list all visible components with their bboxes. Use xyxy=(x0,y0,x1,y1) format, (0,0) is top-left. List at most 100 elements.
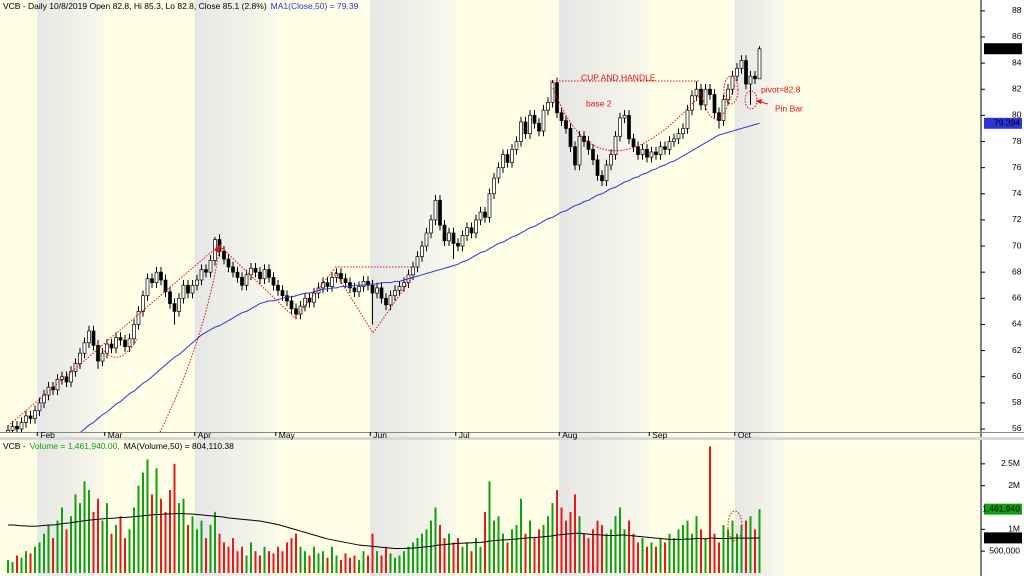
volume-bar xyxy=(47,524,50,573)
candle-body xyxy=(393,290,397,297)
candle-body xyxy=(708,88,712,95)
trend-line xyxy=(7,247,217,427)
volume-bar xyxy=(223,542,225,573)
triangle xyxy=(334,271,414,334)
x-tick-label: Oct xyxy=(738,430,752,440)
volume-bar xyxy=(668,533,671,573)
volume-bar xyxy=(677,529,680,573)
candle-body xyxy=(663,146,667,150)
highlight xyxy=(723,75,739,105)
candle-body xyxy=(222,250,226,260)
volume-bar xyxy=(295,533,297,573)
volume-bar xyxy=(205,538,207,573)
volume-bar xyxy=(511,529,513,573)
candle-body xyxy=(64,376,69,383)
ma-label: MA1(Close,50) = 79.39 xyxy=(271,1,359,11)
volume-bar xyxy=(65,529,68,573)
candle-body xyxy=(276,284,280,291)
volume-bar xyxy=(115,524,117,573)
volume-bar xyxy=(556,490,558,573)
candle-body xyxy=(505,154,510,163)
candle-body xyxy=(658,146,663,155)
candle-body xyxy=(595,159,600,176)
x-tick-label: Jul xyxy=(459,430,470,440)
y-tick-label: 86 xyxy=(1012,31,1022,41)
candle-body xyxy=(379,287,384,299)
candle-body xyxy=(289,300,294,310)
volume-bar xyxy=(470,551,473,573)
volume-bar xyxy=(547,516,549,573)
volume-bar xyxy=(686,520,689,573)
candle-body xyxy=(420,245,424,257)
candle-body xyxy=(645,149,649,158)
volume-bar xyxy=(29,553,32,573)
y-tick-label: 82 xyxy=(1012,83,1022,93)
candle-body xyxy=(271,277,276,286)
candle-body xyxy=(258,271,262,280)
volume-bar xyxy=(385,546,387,573)
candle-body xyxy=(676,133,681,140)
volume-bar xyxy=(466,542,468,573)
volume-bar xyxy=(151,494,153,573)
volume-bar xyxy=(515,524,518,573)
value-box xyxy=(984,117,1022,129)
volume-bar xyxy=(173,463,176,573)
highlight xyxy=(727,510,743,542)
volume-bar xyxy=(137,485,140,573)
volume-bar xyxy=(362,551,365,573)
volume-bar xyxy=(443,538,446,573)
volume-bar xyxy=(632,533,635,573)
candle-body xyxy=(532,115,537,124)
candle-body xyxy=(424,232,429,247)
candle-body xyxy=(654,151,658,155)
y-tick-label: 2M xyxy=(1008,480,1020,490)
value-box xyxy=(984,503,1022,515)
volume-bar xyxy=(389,553,392,573)
volume-bar xyxy=(439,524,441,573)
volume-bar xyxy=(655,546,657,573)
volume-bar xyxy=(691,533,693,573)
volume-bar xyxy=(11,562,14,573)
candle-body xyxy=(465,227,469,236)
volume-bar xyxy=(493,520,495,573)
candle-body xyxy=(573,146,577,166)
volume-bar xyxy=(344,553,347,573)
candle-body xyxy=(703,88,708,106)
volume-bar xyxy=(718,542,720,573)
candle-body xyxy=(204,269,208,273)
candle-body xyxy=(42,394,46,404)
candle-body xyxy=(568,128,573,148)
month-band xyxy=(370,0,456,576)
candle-body xyxy=(694,88,699,97)
candle-body xyxy=(528,115,532,135)
volume-bar xyxy=(745,520,747,573)
volume-bar xyxy=(380,555,383,573)
volume-bar xyxy=(551,503,554,573)
candle-body xyxy=(478,211,483,221)
price-panel xyxy=(6,46,762,432)
candle-body xyxy=(123,339,127,348)
y-tick-label: 500,000 xyxy=(989,545,1020,555)
month-band xyxy=(194,0,276,576)
candle-body xyxy=(195,279,199,286)
candle-body xyxy=(469,227,474,234)
volume-bar xyxy=(160,498,162,573)
volume-bar xyxy=(304,551,306,573)
candle-body xyxy=(46,386,51,396)
candle-body xyxy=(357,286,361,293)
y-tick-label: 74 xyxy=(1012,188,1022,198)
volume-bar xyxy=(479,546,482,573)
candle-body xyxy=(361,280,366,287)
candle-body xyxy=(33,410,37,419)
candle-body xyxy=(168,291,172,304)
volume-bar xyxy=(713,533,716,573)
curve xyxy=(159,245,221,433)
volume-bar xyxy=(448,533,450,573)
volume-bar xyxy=(250,542,252,573)
volume-bar xyxy=(187,524,189,573)
y-tick-label: 62 xyxy=(1012,345,1022,355)
volume-bar xyxy=(263,546,266,573)
candle-body xyxy=(546,101,550,111)
candle-body xyxy=(609,154,613,166)
arrow xyxy=(756,99,762,104)
